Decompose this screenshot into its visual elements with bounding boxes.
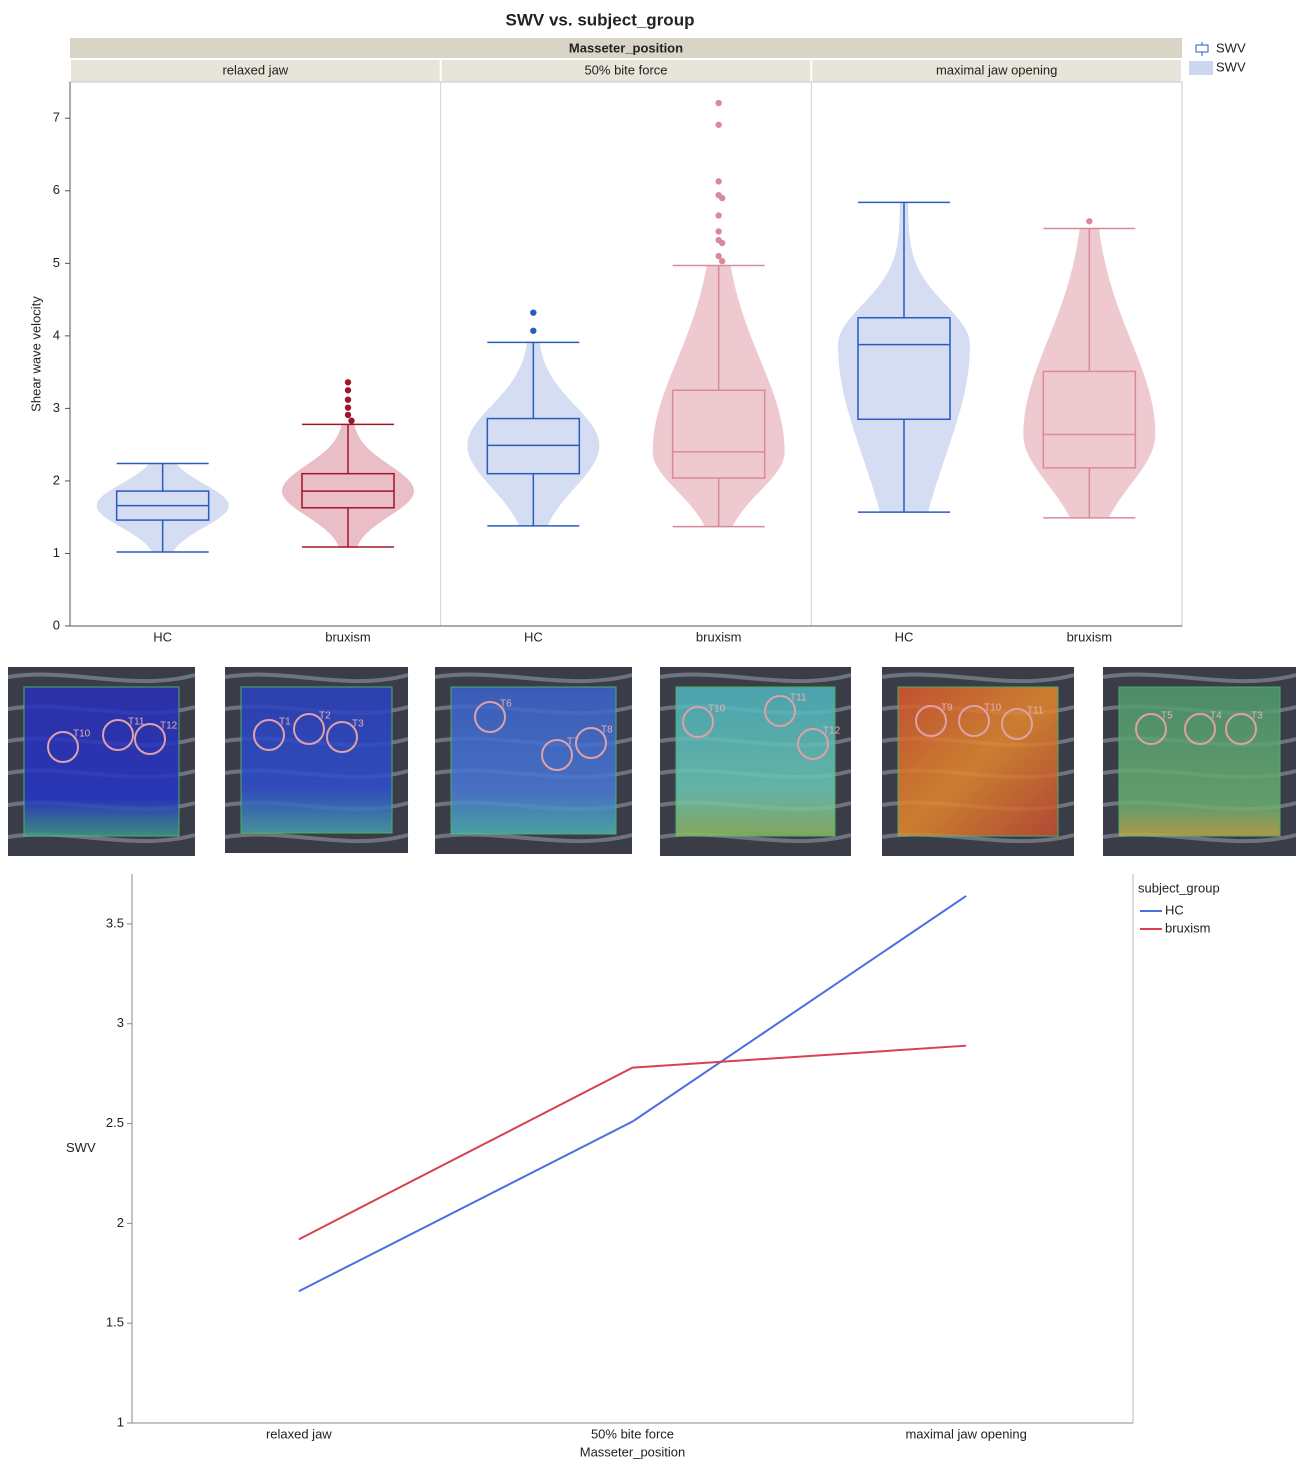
- y-tick-label: 4: [53, 327, 60, 342]
- y-tick-label: 1: [53, 545, 60, 560]
- y-axis-label: SWV: [66, 1140, 96, 1155]
- roi-label: T10: [73, 729, 91, 740]
- outlier: [345, 412, 351, 418]
- y-tick-label: 6: [53, 182, 60, 197]
- panel-title: 50% bite force: [584, 62, 667, 77]
- x-tick-label: maximal jaw opening: [905, 1426, 1026, 1441]
- x-axis-label: Masseter_position: [580, 1444, 686, 1459]
- y-tick-label: 2: [53, 472, 60, 487]
- legend-icon: [1196, 45, 1208, 52]
- elastography-roi: [451, 687, 616, 834]
- x-tick-label: bruxism: [696, 629, 742, 644]
- outlier: [530, 328, 536, 334]
- roi-label: T6: [500, 699, 512, 710]
- y-axis-label: Shear wave velocity: [28, 296, 43, 412]
- y-tick-label: 1: [117, 1414, 124, 1429]
- outlier: [530, 309, 536, 315]
- legend-label: SWV: [1216, 40, 1246, 55]
- roi-label: T2: [319, 711, 331, 722]
- x-tick-label: bruxism: [325, 629, 371, 644]
- outlier: [715, 228, 721, 234]
- facet-title: Masseter_position: [569, 40, 683, 55]
- roi-label: T1: [279, 717, 291, 728]
- outlier: [345, 404, 351, 410]
- outlier: [715, 100, 721, 106]
- outlier: [719, 195, 725, 201]
- legend-icon: [1189, 61, 1213, 75]
- roi-label: T8: [601, 725, 613, 736]
- elastography-roi: [241, 687, 392, 833]
- y-tick-label: 1.5: [106, 1315, 124, 1330]
- outlier: [715, 122, 721, 128]
- roi-label: T12: [160, 721, 178, 732]
- elastography-roi: [1119, 687, 1280, 836]
- roi-label: T5: [1161, 711, 1173, 722]
- panel-title: relaxed jaw: [222, 62, 288, 77]
- legend-label: HC: [1165, 902, 1184, 917]
- elastography-roi: [676, 687, 835, 836]
- roi-label: T12: [823, 726, 841, 737]
- roi-label: T4: [1210, 711, 1222, 722]
- outlier: [348, 418, 354, 424]
- y-tick-label: 0: [53, 617, 60, 632]
- x-tick-label: HC: [153, 629, 172, 644]
- x-tick-label: relaxed jaw: [266, 1426, 332, 1441]
- outlier: [719, 240, 725, 246]
- series-line: [299, 1046, 966, 1240]
- outlier: [345, 387, 351, 393]
- legend-title: subject_group: [1138, 880, 1220, 895]
- elastography-roi: [24, 687, 179, 836]
- y-tick-label: 3: [53, 400, 60, 415]
- roi-label: T9: [941, 703, 953, 714]
- y-tick-label: 5: [53, 255, 60, 270]
- legend-label: SWV: [1216, 59, 1246, 74]
- x-tick-label: HC: [895, 629, 914, 644]
- roi-label: T3: [352, 719, 364, 730]
- x-tick-label: bruxism: [1067, 629, 1113, 644]
- x-tick-label: HC: [524, 629, 543, 644]
- outlier: [715, 178, 721, 184]
- y-tick-label: 3.5: [106, 915, 124, 930]
- roi-label: T11: [1027, 706, 1044, 717]
- roi-label: T10: [708, 704, 726, 715]
- outlier: [1086, 218, 1092, 224]
- y-tick-label: 2: [117, 1215, 124, 1230]
- roi-label: T10: [984, 703, 1002, 714]
- chart-title: SWV vs. subject_group: [506, 10, 695, 29]
- y-tick-label: 3: [117, 1015, 124, 1030]
- legend-label: bruxism: [1165, 920, 1211, 935]
- roi-label: T3: [1251, 711, 1263, 722]
- outlier: [719, 258, 725, 264]
- outlier: [715, 212, 721, 218]
- x-tick-label: 50% bite force: [591, 1426, 674, 1441]
- y-tick-label: 7: [53, 110, 60, 125]
- roi-label: T11: [790, 693, 807, 704]
- outlier: [345, 396, 351, 402]
- series-line: [299, 896, 966, 1291]
- figure: SWV vs. subject_groupMasseter_positionre…: [0, 0, 1297, 1461]
- outlier: [345, 379, 351, 385]
- panel-title: maximal jaw opening: [936, 62, 1057, 77]
- y-tick-label: 2.5: [106, 1115, 124, 1130]
- plot-frame: [70, 82, 1182, 626]
